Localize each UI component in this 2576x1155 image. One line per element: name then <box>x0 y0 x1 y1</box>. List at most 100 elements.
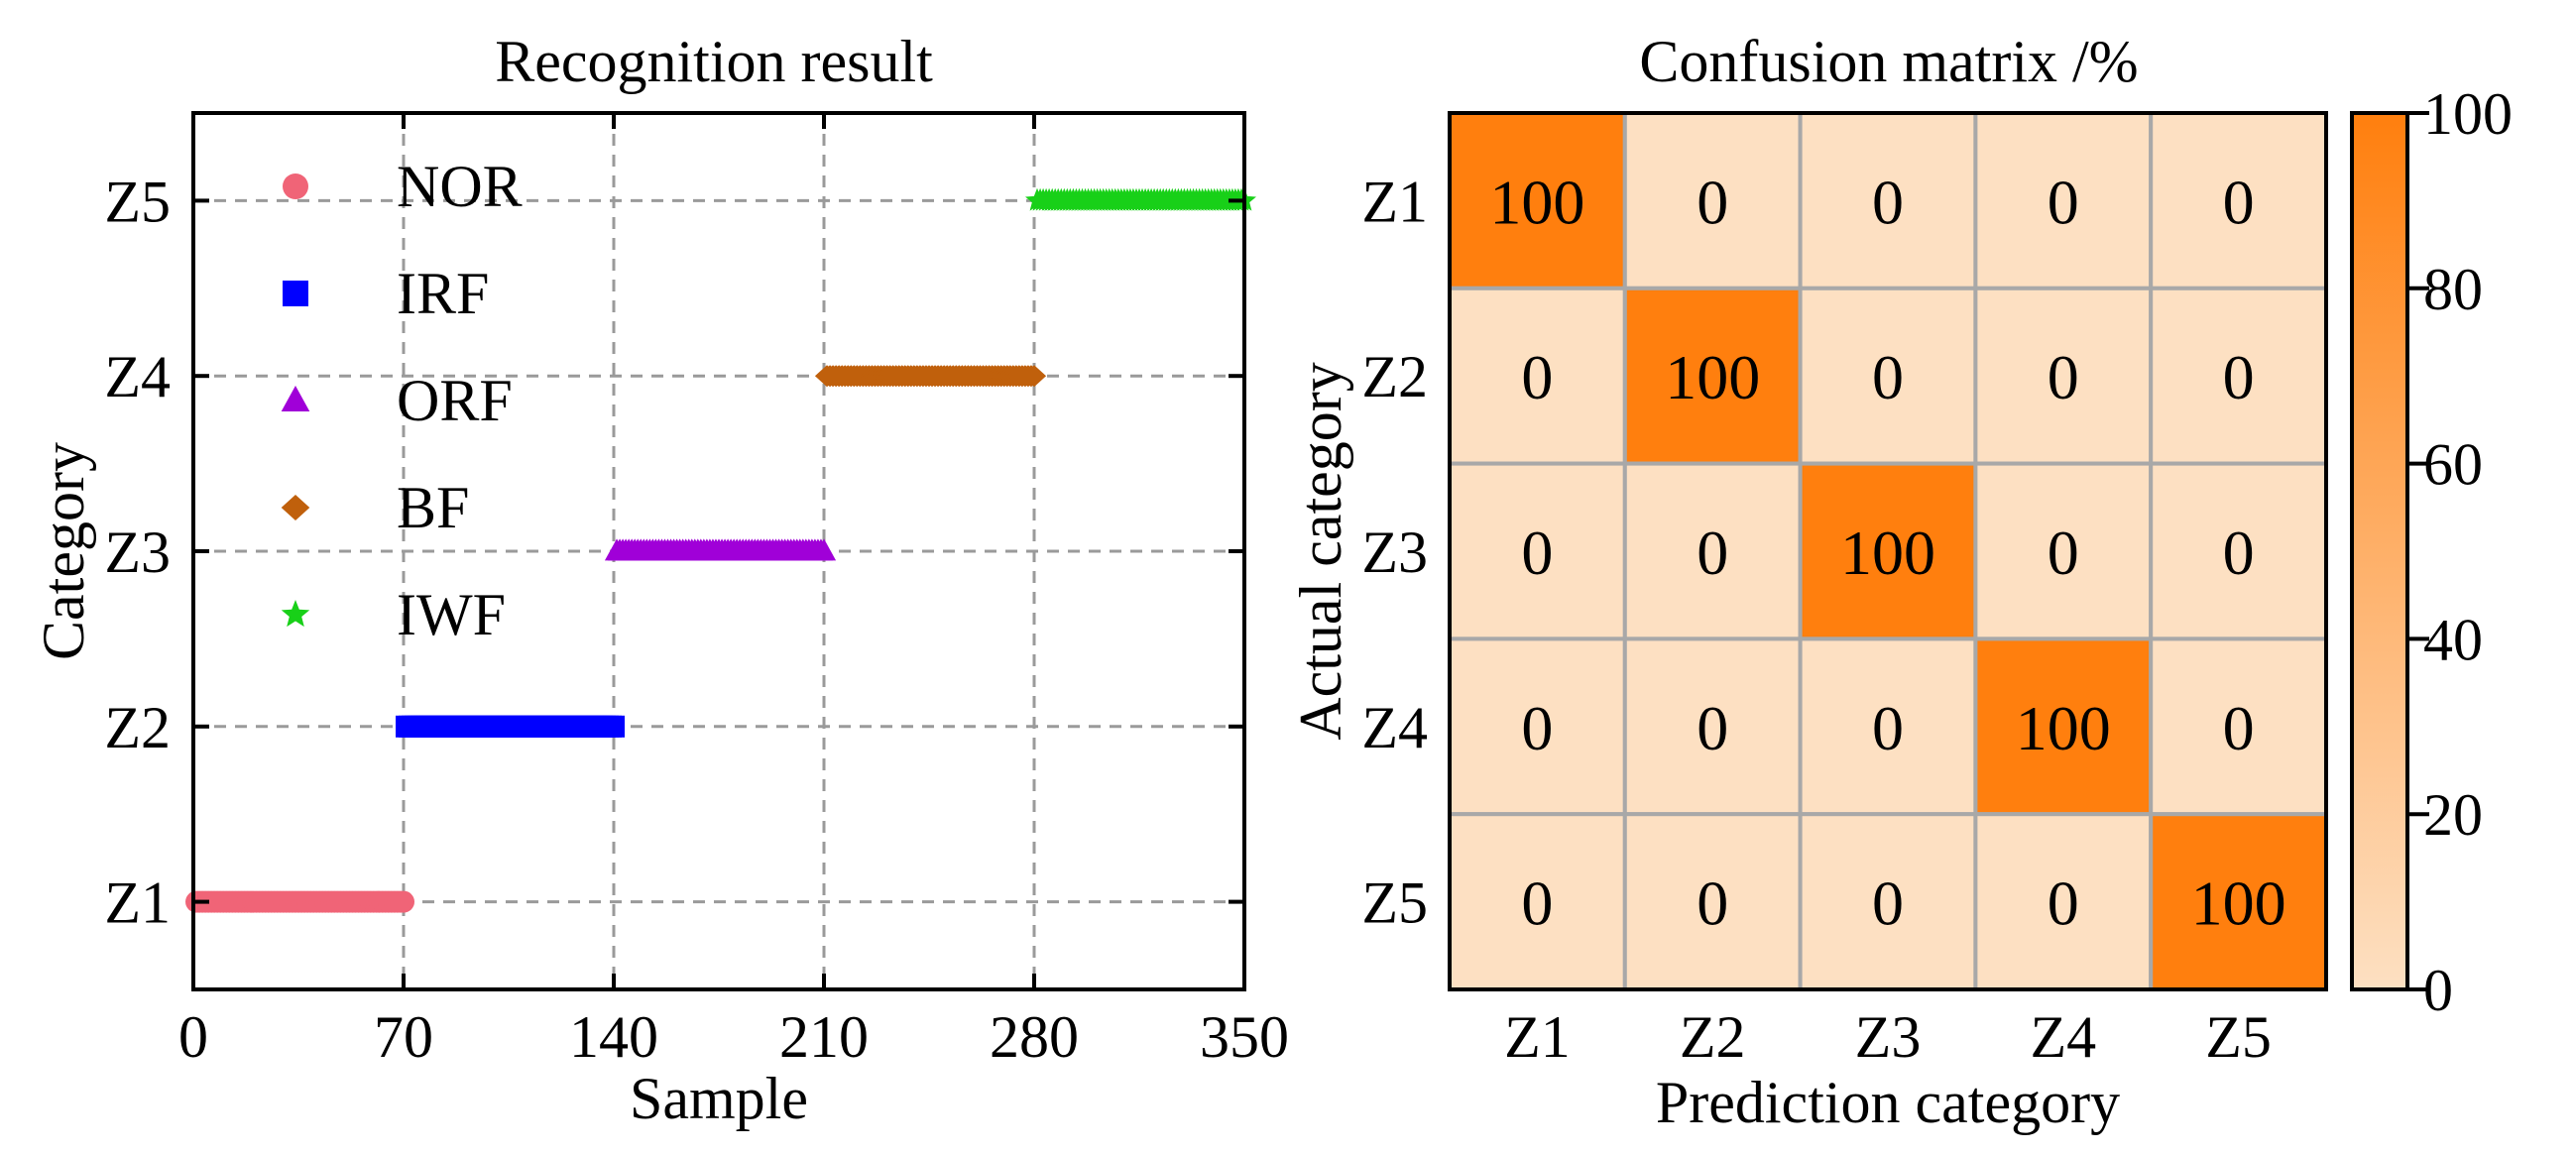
matrix-cell-value: 0 <box>1697 693 1728 763</box>
y-tick-label: Z4 <box>104 344 171 409</box>
matrix-cell-value: 0 <box>1872 342 1904 412</box>
matrix-x-tick-label: Z4 <box>2030 1004 2096 1070</box>
legend-marker-irf <box>283 281 308 306</box>
matrix-cell-value: 0 <box>1521 342 1553 412</box>
matrix-cell-value: 0 <box>2048 518 2079 588</box>
matrix-cell <box>1798 286 1978 466</box>
matrix-cell-value: 0 <box>1697 518 1728 588</box>
legend-marker-iwf <box>281 600 310 628</box>
colorbar-ticks: 0 20 40 60 80 100 <box>2407 81 2513 1023</box>
point-nor <box>393 890 414 913</box>
legend-item-bf: BF <box>281 475 469 540</box>
right-y-axis-label: Actual category <box>1288 362 1353 740</box>
matrix-cell-value: 0 <box>1872 693 1904 763</box>
legend-marker-bf <box>281 495 310 520</box>
series-iwf <box>1025 187 1256 211</box>
legend-label: NOR <box>397 154 523 219</box>
left-y-axis-label: Category <box>31 442 96 660</box>
confusion-matrix-cells: 100 0 0 0 0 0 100 0 0 0 0 0 100 0 0 0 0 0 100 0 0 0 0 0 100 <box>1448 111 2328 992</box>
confusion-matrix-chart: Confusion matrix /% 100 0 0 0 00 100 0 0 00 0 100 0… <box>1288 29 2513 1135</box>
matrix-cell-value: 100 <box>2016 693 2111 763</box>
x-tick-label: 140 <box>569 1004 658 1070</box>
series-orf <box>604 538 837 561</box>
point-irf <box>603 715 625 738</box>
matrix-cell-value: 0 <box>2048 167 2079 237</box>
legend-item-orf: ORF <box>281 368 513 433</box>
matrix-cell <box>2149 812 2328 992</box>
series-irf <box>396 715 625 738</box>
matrix-cell <box>1973 461 2154 641</box>
legend-marker-nor <box>283 173 308 199</box>
matrix-cell-value: 100 <box>1840 518 1935 588</box>
matrix-x-tick-label: Z2 <box>1680 1004 1746 1070</box>
x-tick-label: 210 <box>779 1004 869 1070</box>
matrix-cell <box>2149 461 2328 641</box>
matrix-cell-value: 0 <box>1697 167 1728 237</box>
legend-item-nor: NOR <box>283 154 523 219</box>
point-orf <box>811 538 837 561</box>
x-tick-label: 280 <box>990 1004 1079 1070</box>
matrix-cell-value: 0 <box>1697 868 1728 939</box>
colorbar-tick-label: 100 <box>2423 81 2513 147</box>
right-x-axis-label: Prediction category <box>1656 1070 2120 1135</box>
matrix-cell-value: 0 <box>2048 342 2079 412</box>
matrix-cell <box>1798 111 1978 290</box>
left-chart-ticks: 0 70 140 210 280 350 Z1 Z2 Z3 Z4 Z5 <box>104 113 1289 1070</box>
matrix-cell-value: 0 <box>1872 167 1904 237</box>
matrix-cell-value: 0 <box>1872 868 1904 939</box>
y-tick-label: Z2 <box>104 695 171 760</box>
right-chart-title: Confusion matrix /% <box>1639 29 2138 94</box>
legend-label: IWF <box>397 582 506 647</box>
legend-label: ORF <box>397 368 513 433</box>
matrix-y-tick-label: Z2 <box>1361 344 1428 409</box>
colorbar-tick-label: 0 <box>2423 958 2453 1023</box>
left-chart-title: Recognition result <box>495 29 933 94</box>
matrix-cell <box>1973 286 2154 466</box>
matrix-cell-value: 0 <box>2223 693 2255 763</box>
y-tick-label: Z1 <box>104 870 171 936</box>
matrix-cell <box>1798 812 1978 992</box>
colorbar-tick-label: 60 <box>2423 432 2483 498</box>
matrix-cell-value: 0 <box>2223 167 2255 237</box>
legend-item-irf: IRF <box>283 261 489 326</box>
matrix-cell-value: 0 <box>2048 868 2079 939</box>
matrix-y-tick-label: Z4 <box>1361 695 1428 760</box>
series-bf <box>814 365 1047 388</box>
matrix-y-tick-label: Z1 <box>1361 169 1428 234</box>
legend-marker-orf <box>281 386 310 412</box>
point-bf <box>1021 365 1047 388</box>
confusion-matrix-frame <box>1448 111 2328 991</box>
matrix-cell-value: 100 <box>1489 167 1584 237</box>
matrix-cell <box>1622 286 1803 466</box>
colorbar-tick-label: 80 <box>2423 257 2483 322</box>
colorbar-tick-label: 40 <box>2423 607 2483 672</box>
matrix-x-tick-label: Z3 <box>1855 1004 1922 1070</box>
matrix-cell-value: 0 <box>2223 518 2255 588</box>
y-tick-label: Z5 <box>104 169 171 234</box>
legend-label: BF <box>397 475 469 540</box>
matrix-x-tick-label: Z5 <box>2205 1004 2272 1070</box>
matrix-cell <box>1622 812 1803 992</box>
x-tick-label: 0 <box>178 1004 208 1070</box>
matrix-x-tick-label: Z1 <box>1504 1004 1571 1070</box>
y-tick-label: Z3 <box>104 520 171 585</box>
legend-item-iwf: IWF <box>281 582 506 647</box>
confusion-matrix-ticks: Z1 Z2 Z3 Z4 Z5 Z1 Z2 Z3 Z4 Z5 <box>1361 169 2272 1070</box>
matrix-cell-value: 0 <box>1521 693 1553 763</box>
matrix-cell-value: 0 <box>2223 342 2255 412</box>
series-nor <box>185 890 414 913</box>
left-x-axis-label: Sample <box>630 1066 808 1131</box>
matrix-y-tick-label: Z3 <box>1361 520 1428 585</box>
matrix-y-tick-label: Z5 <box>1361 870 1428 936</box>
legend: NOR IRF ORF BF IWF <box>281 154 523 647</box>
recognition-result-chart: Recognition result 0 70 140 210 280 350 Z1 Z2 Z3… <box>31 29 1289 1131</box>
matrix-cell <box>1798 461 1978 641</box>
matrix-cell <box>1448 812 1627 992</box>
x-tick-label: 350 <box>1200 1004 1289 1070</box>
colorbar-tick-label: 20 <box>2423 782 2483 848</box>
x-tick-label: 70 <box>374 1004 433 1070</box>
matrix-cell-value: 100 <box>1665 342 1760 412</box>
matrix-cell-value: 0 <box>1521 518 1553 588</box>
colorbar <box>2350 111 2409 991</box>
